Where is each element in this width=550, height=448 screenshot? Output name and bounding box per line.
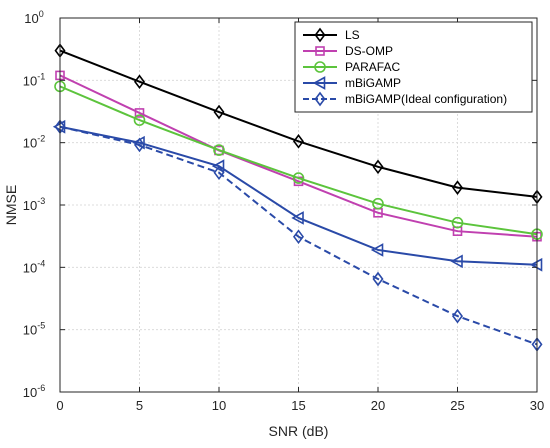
series-line — [59, 74, 538, 238]
legend-marker — [312, 76, 326, 90]
ticks: 0 5 10 15 20 25 30 100 10-1 10-2 10-3 10-4 10-5 10-6 — [23, 9, 544, 413]
legend-marker — [315, 46, 325, 56]
y-tick-label: 100 — [24, 9, 43, 26]
data-point — [213, 144, 225, 156]
data-point — [213, 104, 225, 120]
legend-label: PARAFAC — [345, 60, 400, 74]
data-point — [134, 74, 145, 90]
legend-marker — [314, 61, 326, 73]
series-3 — [54, 80, 543, 241]
series-line — [59, 85, 538, 236]
x-tick-label: 5 — [136, 398, 143, 413]
data-point — [213, 165, 225, 181]
y-tick-label: 10-2 — [23, 134, 45, 151]
legend-label: mBiGAMP(Ideal configuration) — [345, 92, 507, 106]
legend-marker — [314, 27, 326, 43]
legend: LS DS-OMP PARAFAC mBiGAMP mBiGAMP(Ideal conf… — [294, 21, 533, 113]
y-tick-label: 10-1 — [23, 71, 45, 88]
data-point — [372, 271, 384, 287]
legend-label: mBiGAMP — [345, 76, 401, 90]
data-point — [134, 108, 145, 118]
data-point — [291, 211, 304, 225]
x-axis-label: SNR (dB) — [269, 423, 329, 439]
data-point — [133, 114, 146, 126]
y-tick-label: 10-3 — [23, 196, 45, 213]
data-point — [450, 254, 463, 269]
y-tick-label: 10-4 — [23, 258, 45, 275]
x-tick-label: 0 — [56, 398, 63, 413]
data-point — [372, 159, 384, 175]
data-point — [370, 243, 384, 257]
x-tick-label: 10 — [212, 398, 226, 413]
x-tick-label: 15 — [291, 398, 305, 413]
y-tick-label: 10-6 — [23, 383, 45, 400]
data-point — [452, 180, 463, 195]
legend-label: LS — [345, 28, 360, 42]
data-point — [451, 216, 464, 229]
data-point — [293, 229, 304, 245]
series-5 — [54, 119, 543, 352]
series-line — [59, 125, 538, 266]
data-point — [211, 159, 225, 174]
x-tick-label: 25 — [450, 398, 464, 413]
legend-label: DS-OMP — [345, 44, 393, 58]
legend-marker — [314, 91, 326, 107]
data-point — [134, 137, 145, 153]
data-point — [452, 308, 463, 324]
y-axis-label: NMSE — [3, 185, 19, 225]
x-tick-label: 20 — [371, 398, 385, 413]
x-tick-label: 30 — [530, 398, 544, 413]
data-point — [292, 172, 305, 184]
series-line — [59, 49, 538, 198]
y-tick-label: 10-5 — [23, 321, 45, 338]
data-point — [293, 134, 304, 149]
data-point — [372, 197, 384, 210]
series-line — [59, 125, 538, 346]
